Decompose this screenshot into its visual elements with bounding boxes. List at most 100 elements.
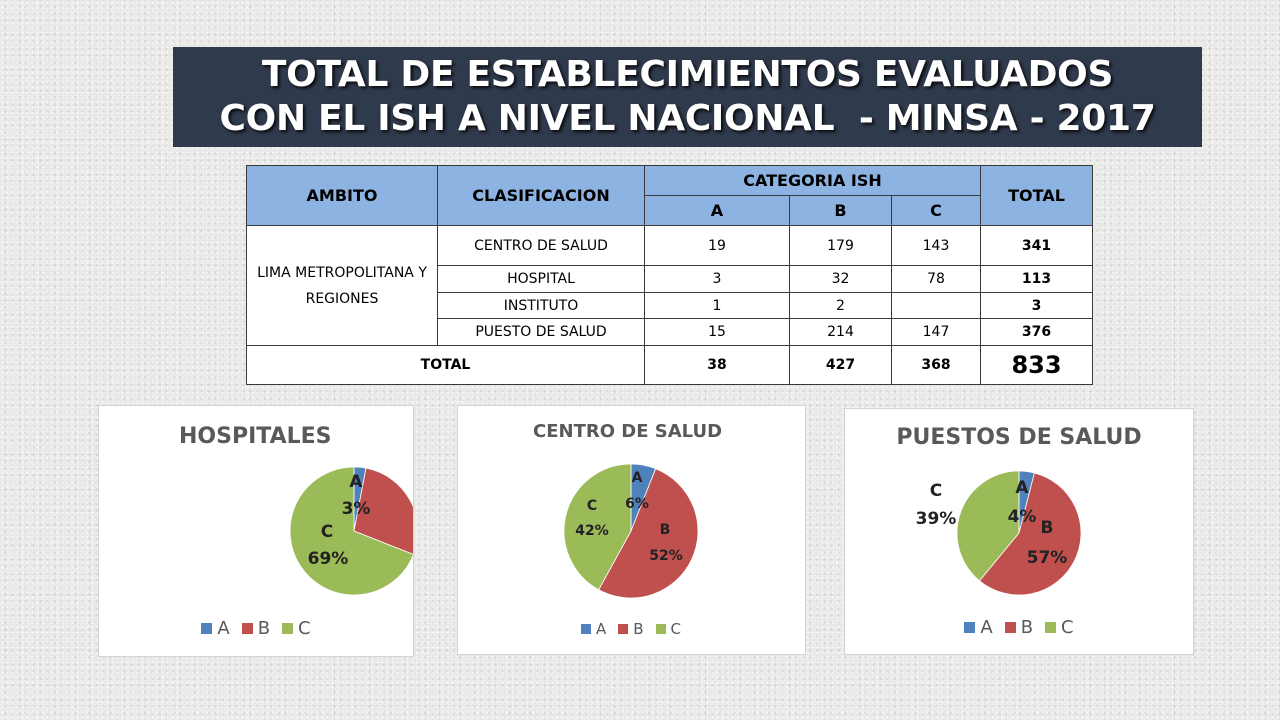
value-b-cell: 179 bbox=[789, 225, 892, 266]
row-total-cell: 341 bbox=[980, 225, 1094, 266]
legend-item-a: A bbox=[580, 620, 607, 638]
clasificacion-cell: INSTITUTO bbox=[437, 292, 645, 319]
value-a-cell: 3 bbox=[644, 265, 790, 293]
pie-chart-hospitales: A3%B28%C69% bbox=[289, 466, 413, 596]
table-total-row: TOTAL 38 427 368 833 bbox=[246, 345, 1094, 385]
legend-label-c: C bbox=[298, 617, 311, 639]
value-b-cell: 214 bbox=[789, 318, 892, 346]
legend-swatch-a bbox=[201, 622, 213, 634]
data-label-percent-a: 3% bbox=[342, 499, 371, 519]
value-c-cell: 143 bbox=[890, 225, 982, 266]
value-b-cell: 2 bbox=[789, 292, 892, 319]
legend-swatch-c bbox=[655, 624, 666, 634]
header-b: B bbox=[789, 195, 892, 226]
header-a: A bbox=[644, 195, 790, 226]
table-row: PUESTO DE SALUD 15 214 147 376 bbox=[247, 318, 1094, 346]
legend-item-c: C bbox=[655, 620, 682, 638]
data-label-category-b: B bbox=[660, 522, 671, 538]
header-total: TOTAL bbox=[980, 165, 1094, 226]
data-label-category-c: C bbox=[587, 498, 597, 514]
chart-centro-de-salud: CENTRO DE SALUD A 6% B 52% C 42% A B C bbox=[457, 405, 806, 655]
row-total-cell: 376 bbox=[980, 318, 1094, 346]
chart-title: CENTRO DE SALUD bbox=[533, 421, 723, 442]
data-label-category-b: B bbox=[1041, 518, 1054, 538]
legend-swatch-a bbox=[964, 621, 976, 633]
chart-legend: A B C bbox=[186, 616, 326, 640]
legend-label-b: B bbox=[257, 617, 271, 639]
data-label-category-a: A bbox=[349, 472, 363, 492]
ish-table: AMBITO CLASIFICACION CATEGORIA ISH TOTAL… bbox=[246, 165, 1094, 385]
legend-label-a: A bbox=[217, 617, 230, 639]
legend-swatch-c bbox=[1045, 621, 1057, 633]
value-a-cell: 1 bbox=[644, 292, 790, 319]
chart-hospitales: HOSPITALES A3%B28%C69% A B C bbox=[98, 405, 414, 657]
title-line-2: CON EL ISH A NIVEL NACIONAL - MINSA - 20… bbox=[219, 98, 1156, 139]
clasificacion-cell: CENTRO DE SALUD bbox=[437, 225, 645, 266]
total-label-cell: TOTAL bbox=[246, 345, 645, 385]
value-c-cell bbox=[890, 292, 982, 319]
row-total-cell: 3 bbox=[980, 292, 1094, 319]
title-line-1: TOTAL DE ESTABLECIMIENTOS EVALUADOS bbox=[261, 54, 1114, 95]
data-label-percent-b: 52% bbox=[649, 548, 683, 564]
data-label-category-c: C bbox=[321, 522, 333, 542]
header-c: C bbox=[890, 195, 982, 226]
pie-slice-c bbox=[956, 470, 1020, 582]
legend-swatch-b bbox=[1004, 621, 1016, 633]
header-clasificacion: CLASIFICACION bbox=[437, 165, 645, 226]
total-a-cell: 38 bbox=[644, 345, 790, 385]
table-row: HOSPITAL 3 32 78 113 bbox=[247, 265, 1094, 293]
pie-slice-c bbox=[289, 466, 413, 596]
value-a-cell: 19 bbox=[644, 225, 790, 266]
legend-swatch-b bbox=[618, 624, 629, 634]
pie-chart-puestos-de-salud: A 4%B 57% C 39% bbox=[916, 470, 1082, 596]
pie-slice-b bbox=[353, 467, 413, 555]
data-label-percent-a: 4% bbox=[1008, 507, 1037, 527]
chart-title: HOSPITALES bbox=[179, 424, 332, 449]
chart-puestos-de-salud: PUESTOS DE SALUD A 4% B 57% C 39% A B C bbox=[844, 408, 1194, 655]
legend-label-a: A bbox=[980, 616, 993, 638]
legend-swatch-b bbox=[241, 622, 253, 634]
data-label-percent-c: 39% bbox=[916, 509, 957, 529]
legend-label-b: B bbox=[633, 620, 644, 638]
data-label-percent-b: 57% bbox=[1027, 548, 1068, 568]
table-row: INSTITUTO 1 2 3 bbox=[247, 292, 1094, 319]
legend-label-c: C bbox=[670, 620, 682, 638]
legend-item-c: C bbox=[282, 618, 311, 639]
header-ambito: AMBITO bbox=[246, 165, 438, 226]
data-label-category-a: A bbox=[1015, 478, 1029, 498]
legend-swatch-c bbox=[282, 622, 294, 634]
data-label-category-a: A bbox=[632, 470, 643, 486]
legend-item-a: A bbox=[201, 617, 230, 639]
legend-swatch-a bbox=[580, 624, 591, 634]
legend-label-c: C bbox=[1061, 616, 1074, 638]
chart-legend: A B C bbox=[570, 618, 692, 640]
legend-item-a: A bbox=[964, 616, 993, 638]
legend-label-a: A bbox=[595, 620, 607, 638]
pie-slice-b bbox=[598, 468, 699, 599]
header-categoria-ish: CATEGORIA ISH bbox=[643, 165, 982, 196]
legend-label-b: B bbox=[1020, 616, 1034, 638]
total-b-cell: 427 bbox=[789, 345, 892, 385]
data-label-category-c: C bbox=[930, 481, 942, 501]
total-c-cell: 368 bbox=[890, 345, 982, 385]
data-label-percent-c: 42% bbox=[575, 523, 609, 539]
value-b-cell: 32 bbox=[789, 265, 892, 293]
legend-item-b: B bbox=[1004, 616, 1034, 638]
value-a-cell: 15 bbox=[644, 318, 790, 346]
pie-chart-centro-de-salud: A 6% B 52% C 42% bbox=[563, 463, 699, 599]
pie-slice-c bbox=[563, 463, 632, 591]
legend-item-b: B bbox=[241, 617, 271, 639]
grand-total-cell: 833 bbox=[980, 345, 1094, 385]
title-banner: TOTAL DE ESTABLECIMIENTOS EVALUADOS CON … bbox=[173, 47, 1202, 147]
chart-legend: A B C bbox=[949, 615, 1089, 639]
table-row: LIMA METROPOLITANA Y REGIONES CENTRO DE … bbox=[246, 225, 1094, 346]
clasificacion-cell: PUESTO DE SALUD bbox=[437, 318, 645, 346]
value-c-cell: 78 bbox=[890, 265, 982, 293]
data-label-percent-a: 6% bbox=[625, 496, 649, 512]
pie-slice-b bbox=[978, 472, 1082, 596]
value-c-cell: 147 bbox=[890, 318, 982, 346]
row-total-cell: 113 bbox=[980, 265, 1094, 293]
chart-title: PUESTOS DE SALUD bbox=[896, 425, 1142, 450]
legend-item-c: C bbox=[1045, 617, 1074, 638]
legend-item-b: B bbox=[618, 620, 644, 638]
